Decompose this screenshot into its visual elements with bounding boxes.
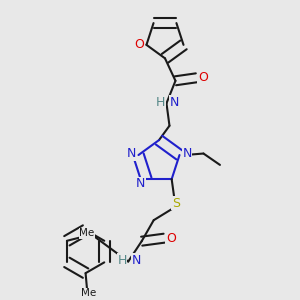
Text: S: S bbox=[172, 196, 180, 210]
Text: N: N bbox=[126, 147, 136, 160]
Text: H: H bbox=[156, 96, 165, 109]
Text: O: O bbox=[134, 38, 144, 51]
Text: N: N bbox=[182, 147, 192, 160]
Text: Me: Me bbox=[79, 228, 94, 238]
Text: O: O bbox=[166, 232, 176, 245]
Text: H: H bbox=[117, 254, 127, 266]
Text: O: O bbox=[198, 71, 208, 84]
Text: Me: Me bbox=[81, 288, 97, 298]
Text: N: N bbox=[170, 96, 179, 109]
Text: N: N bbox=[132, 254, 141, 266]
Text: N: N bbox=[136, 177, 146, 190]
